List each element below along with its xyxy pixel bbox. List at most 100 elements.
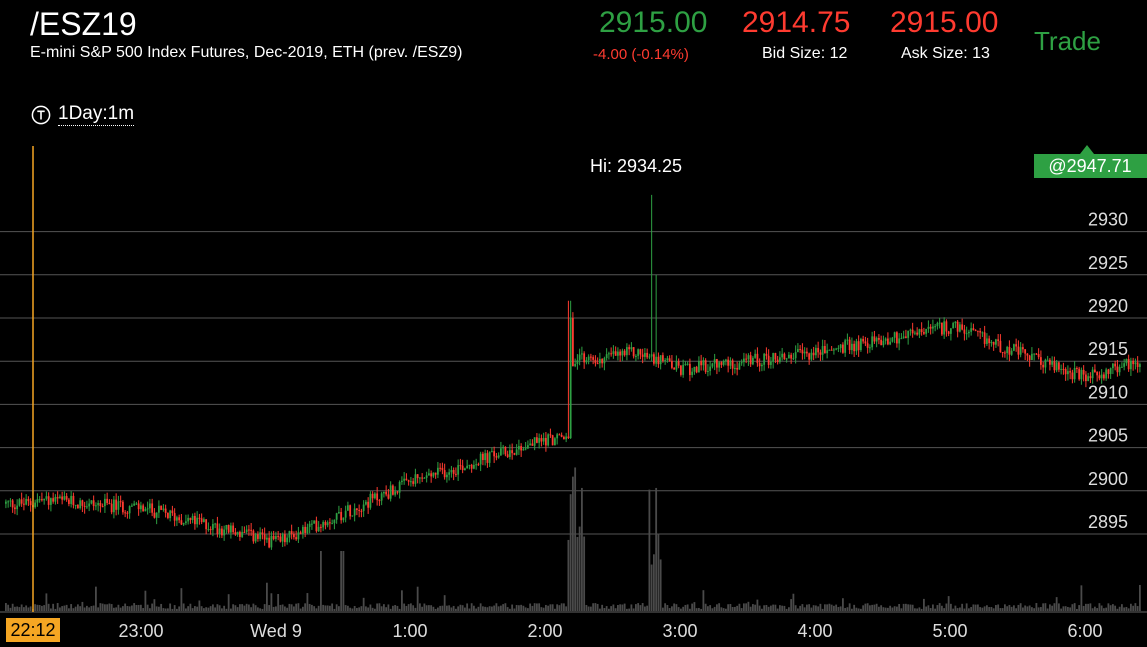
volume-bar	[284, 606, 286, 611]
candle-body	[614, 351, 617, 356]
candle-body	[16, 505, 19, 510]
volume-bar	[664, 603, 667, 611]
volume-bar	[772, 604, 775, 611]
volume-bar	[430, 605, 433, 611]
volume-bar	[954, 605, 957, 611]
candle-body	[288, 531, 291, 538]
candle-body	[376, 493, 379, 501]
volume-bar	[585, 604, 588, 611]
volume-bar	[866, 603, 869, 611]
candle-body	[221, 528, 223, 536]
candle-body	[740, 362, 743, 364]
volume-bar	[938, 603, 941, 611]
volume-bar	[765, 604, 768, 611]
candle-body	[833, 349, 835, 351]
candle-body	[599, 358, 601, 364]
candle-body	[293, 534, 295, 538]
volume-bar	[961, 603, 964, 611]
candle-body	[891, 337, 894, 342]
volume-bar	[493, 605, 496, 611]
quote-header: /ESZ19 E-mini S&P 500 Index Futures, Dec…	[0, 0, 1147, 140]
timeframe-selector[interactable]: 1Day:1m	[31, 103, 135, 126]
candle-body	[716, 359, 718, 368]
candle-body	[342, 517, 345, 521]
candle-body	[869, 347, 871, 349]
candle-body	[761, 364, 763, 367]
volume-bar	[907, 604, 910, 611]
volume-bar	[1082, 605, 1085, 611]
volume-bar	[880, 605, 883, 611]
volume-bar	[421, 606, 424, 611]
candle-body	[851, 343, 853, 351]
candle-body	[167, 512, 169, 519]
price-chart[interactable]: 2930 2925 2920 2915 2910 2905 2900 2895 23:00 We…	[0, 140, 1147, 647]
candle-body	[306, 526, 309, 533]
candle-body	[1091, 369, 1094, 379]
volume-bar	[144, 590, 147, 611]
candle-body	[781, 353, 784, 358]
volume-bar	[113, 607, 115, 611]
volume-bar	[90, 606, 93, 611]
symbol-title[interactable]: /ESZ19	[30, 6, 137, 42]
candle-body	[590, 356, 592, 358]
volume-bar	[241, 604, 244, 611]
candle-body	[315, 520, 318, 532]
volume-bar	[729, 603, 732, 611]
volume-bar	[203, 608, 205, 611]
volume-bar	[484, 606, 487, 611]
candle-body	[500, 448, 502, 456]
ask-price[interactable]: 2915.00	[890, 6, 999, 39]
price-tick-label: 2895	[1088, 512, 1128, 532]
volume-bar	[1078, 605, 1081, 611]
cursor-price-label: @2947.71	[1048, 156, 1131, 176]
bid-price[interactable]: 2914.75	[742, 6, 851, 39]
volume-bar	[1015, 608, 1018, 611]
candle-body	[1087, 376, 1090, 382]
volume-bar	[74, 606, 77, 611]
volume-bar	[666, 604, 669, 611]
candle-body	[297, 532, 300, 540]
volume-bar	[612, 604, 615, 611]
candle-body	[1060, 368, 1063, 370]
volume-bar	[376, 603, 379, 611]
candle-body	[554, 438, 556, 446]
volume-bar	[781, 605, 784, 611]
volume-bar	[214, 607, 217, 611]
candle-body	[641, 354, 644, 357]
volume-bar	[862, 605, 865, 611]
trade-button[interactable]: Trade	[1034, 26, 1101, 56]
volume-bar	[1123, 607, 1126, 611]
volume-bar	[232, 604, 235, 611]
candle-body	[338, 512, 340, 514]
volume-bar	[149, 608, 151, 611]
candle-body	[518, 446, 520, 450]
candle-body	[756, 353, 759, 364]
candle-body	[349, 505, 352, 517]
volume-bar	[792, 593, 795, 611]
volume-bar	[970, 607, 973, 611]
volume-bar	[808, 604, 811, 611]
volume-bar	[1024, 605, 1027, 611]
volume-bar	[864, 603, 867, 611]
candle-body	[209, 529, 212, 531]
candle-body	[104, 498, 106, 507]
volume-bar	[288, 603, 291, 611]
candle-body	[992, 341, 995, 345]
volume-bar	[212, 604, 214, 611]
candle-body	[673, 367, 676, 370]
volume-bar	[1073, 603, 1076, 611]
volume-bar	[320, 551, 322, 611]
candle-body	[117, 501, 120, 510]
candle-body	[803, 351, 806, 354]
volume-bar	[1008, 604, 1011, 611]
candle-body	[286, 537, 289, 543]
volume-bar	[605, 606, 608, 611]
candle-body	[158, 505, 160, 513]
volume-bar	[104, 604, 106, 611]
volume-bar	[806, 604, 808, 611]
volume-bar	[263, 604, 266, 611]
candlestick-series	[5, 194, 1141, 550]
volume-bar	[745, 603, 748, 611]
volume-bar	[986, 605, 988, 611]
candle-body	[74, 504, 77, 506]
